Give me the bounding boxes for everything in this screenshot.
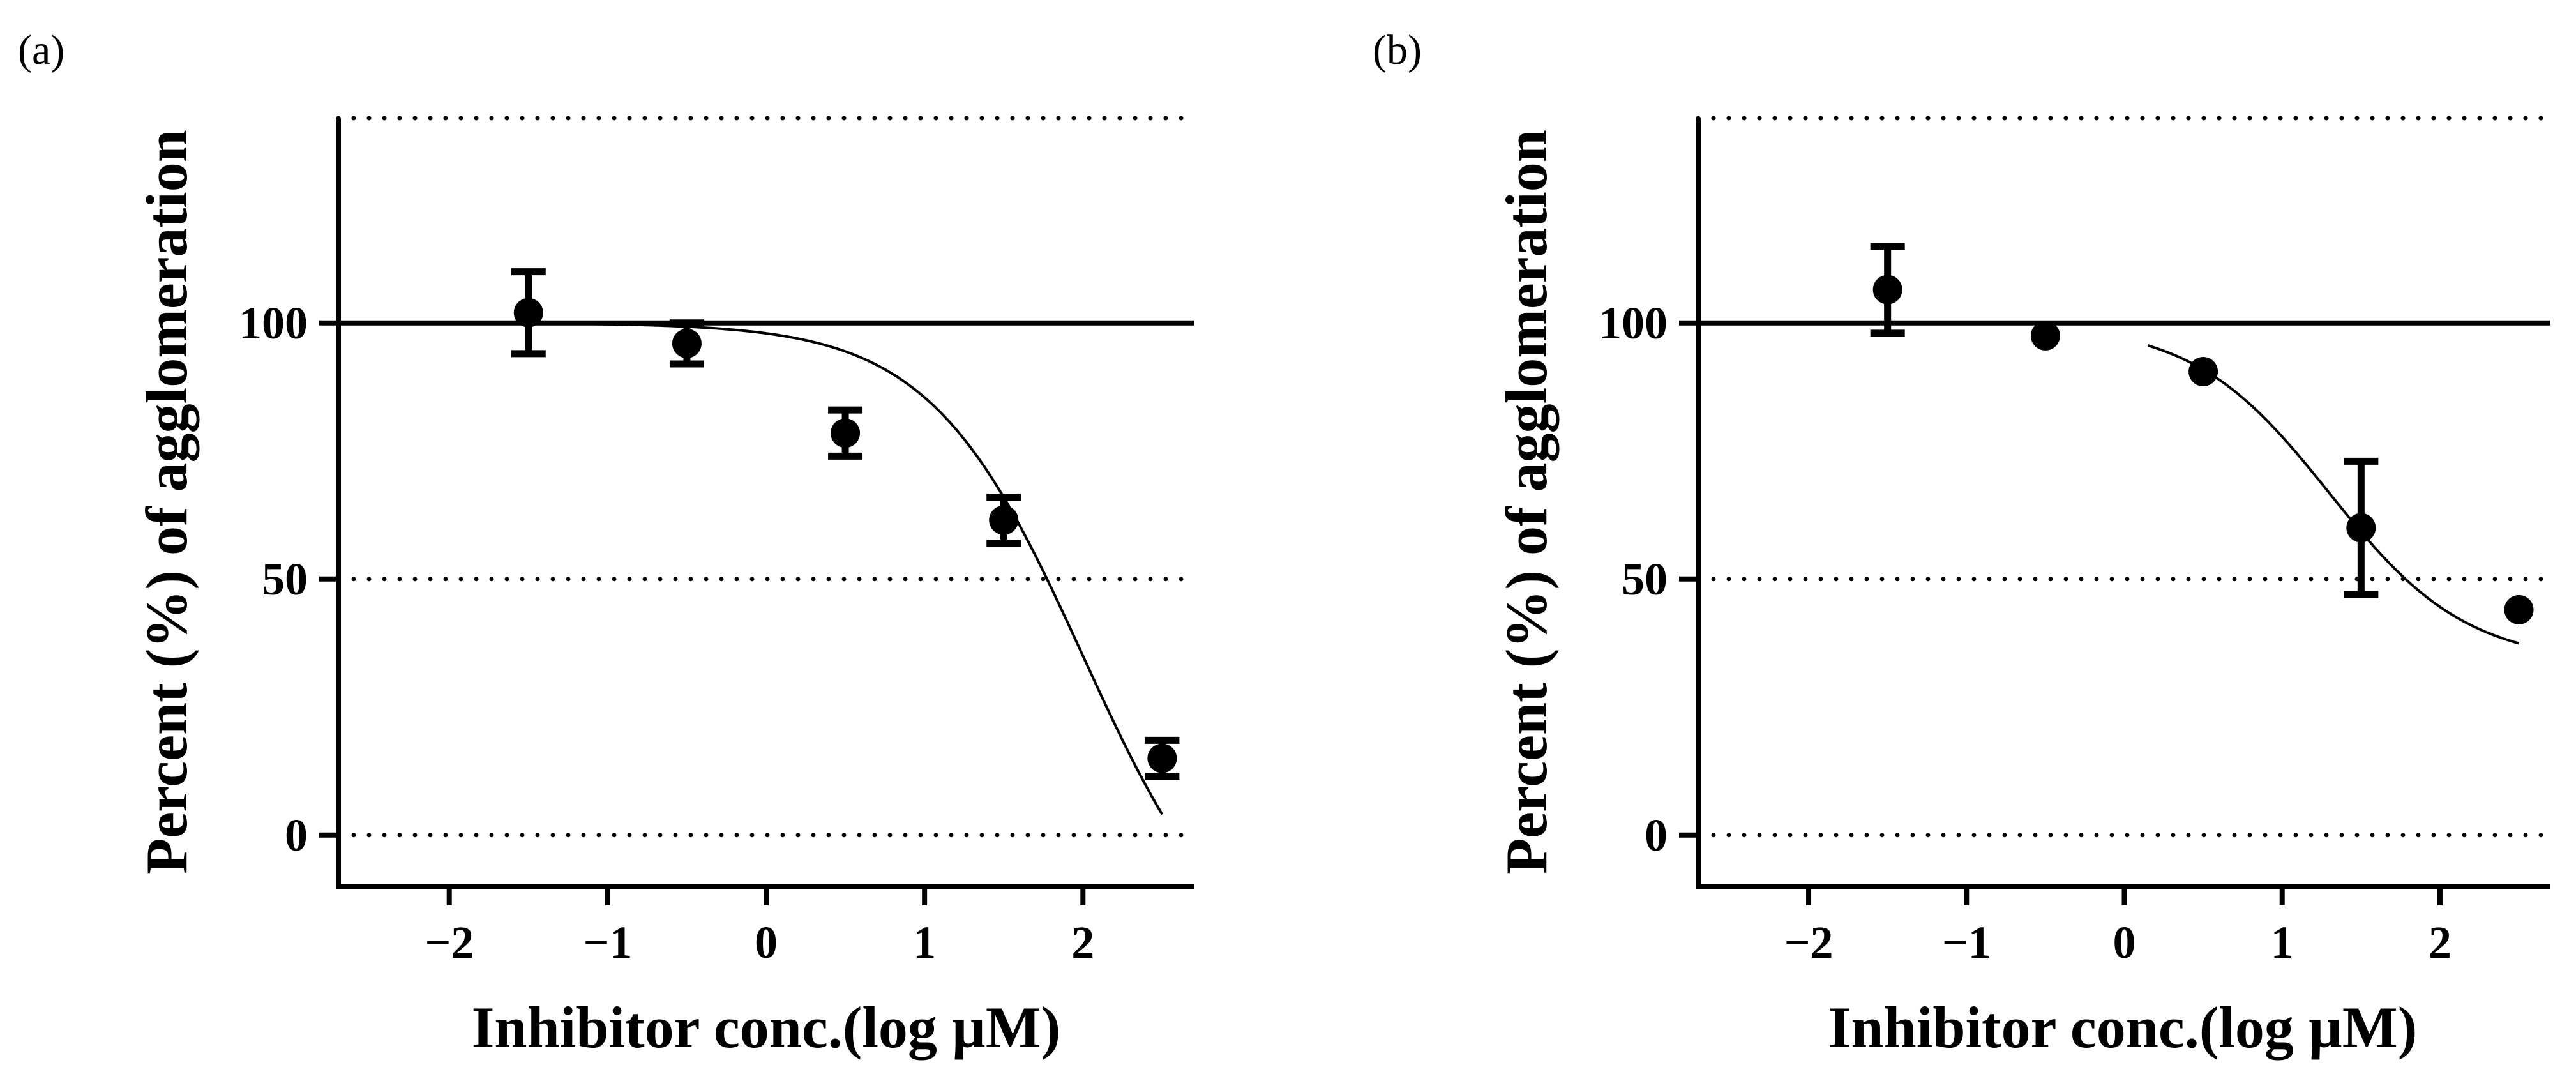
panel-b-axes: [1696, 118, 2550, 889]
panel-a-fit-curve: [528, 322, 1164, 815]
panel-a-x-tick-label-4: 2: [1071, 917, 1094, 968]
panel-b: (b) −2 −1 0 1 2 0 50 100 Inhibitor conc.(log µM…: [1373, 27, 2553, 1060]
panel-b-data-point-2: [2188, 356, 2218, 386]
panel-b-y-axis-title: Percent (%) of agglomeration: [1494, 130, 1559, 874]
panel-b-x-tick-label-3: 1: [2271, 917, 2294, 968]
panel-a-x-tick-label-2: 0: [755, 917, 778, 968]
panel-b-fit-curve-layer: [2148, 344, 2520, 645]
panel-b-reference-lines: [1696, 116, 2553, 838]
panel-a: (a) −2 −1 0 1 2 0 50 100 Inhibitor conc.(log µM…: [18, 27, 1196, 1060]
panel-a-x-tick-label-3: 1: [913, 917, 936, 968]
panel-b-ticks: −2 −1 0 1 2 0 50 100: [1599, 298, 2452, 968]
panel-b-data-point-0: [1872, 275, 1902, 305]
panel-a-fit-curve-layer: [528, 322, 1164, 815]
panel-b-fit-curve: [2148, 344, 2520, 645]
panel-a-data-points: [511, 268, 1180, 780]
panel-b-x-tick-label-4: 2: [2429, 917, 2452, 968]
panel-a-ticks: −2 −1 0 1 2 0 50 100: [239, 298, 1094, 968]
panel-a-reference-lines: [336, 116, 1196, 838]
panel-a-data-point-3: [989, 505, 1019, 535]
panel-a-y-tick-label-2: 100: [239, 298, 308, 349]
panel-a-x-tick-label-1: −1: [583, 917, 632, 968]
panel-b-x-axis-title: Inhibitor conc.(log µM): [1828, 995, 2418, 1060]
panel-a-data-point-2: [831, 418, 861, 448]
panel-a-data-point-0: [513, 298, 543, 328]
panel-a-y-axis-title: Percent (%) of agglomeration: [134, 130, 199, 874]
panel-b-y-tick-label-1: 50: [1622, 554, 1668, 605]
panel-a-data-point-4: [1147, 743, 1177, 773]
panel-a-x-axis-title: Inhibitor conc.(log µM): [472, 995, 1061, 1060]
panel-b-x-tick-label-0: −2: [1784, 917, 1834, 968]
panel-a-y-tick-label-1: 50: [262, 554, 308, 605]
panel-b-label: (b): [1373, 27, 1422, 73]
panel-b-data-points: [1870, 243, 2534, 624]
panel-b-y-tick-label-2: 100: [1599, 298, 1668, 349]
panel-b-x-tick-label-1: −1: [1942, 917, 1991, 968]
panel-a-data-point-1: [672, 328, 702, 358]
panel-a-axes: [336, 118, 1194, 889]
panel-b-data-point-3: [2346, 513, 2376, 543]
panel-a-y-tick-label-0: 0: [285, 810, 308, 861]
panel-b-y-tick-label-0: 0: [1645, 810, 1668, 861]
panel-b-data-point-4: [2504, 594, 2534, 624]
panel-a-label: (a): [18, 27, 64, 73]
panel-b-data-point-1: [2030, 321, 2060, 351]
panel-b-x-tick-label-2: 0: [2113, 917, 2136, 968]
panel-a-x-tick-label-0: −2: [425, 917, 474, 968]
